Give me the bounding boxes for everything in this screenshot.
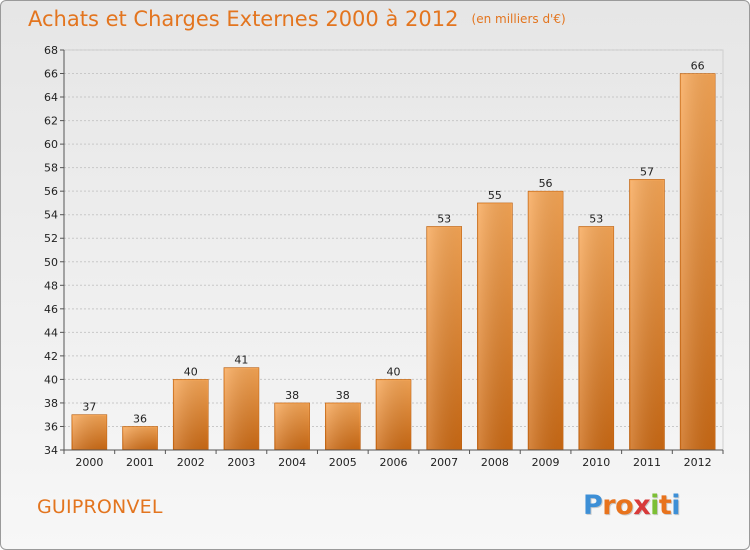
- y-tick-label: 36: [44, 420, 58, 433]
- data-label: 66: [691, 60, 705, 73]
- data-label: 40: [387, 365, 401, 378]
- y-tick-label: 40: [44, 373, 58, 386]
- x-tick-label: 2009: [532, 456, 560, 469]
- y-axis: 34 36 38 40 42 44 46 48 50 52 54 56 58 60 62 64 66 68: [44, 44, 65, 457]
- data-label: 40: [184, 365, 198, 378]
- logo-letter: o: [615, 490, 634, 521]
- y-tick-label: 62: [44, 115, 58, 128]
- bar-2000: 37: [71, 401, 108, 451]
- bar-sheen: [377, 380, 410, 449]
- bar-2005: 38: [325, 389, 361, 451]
- bar-sheen: [529, 192, 563, 450]
- bar-2008: 55: [477, 189, 513, 451]
- bar-sheen: [72, 415, 106, 449]
- bar-2003: 41: [223, 354, 260, 451]
- x-axis: 2000 2001 2002 2003 2004 2005 2006 2007 2008 2009…: [63, 449, 724, 469]
- bar-2001: 36: [122, 412, 158, 451]
- chart-title-text: Achats et Charges Externes 2000 à 2012: [28, 7, 459, 31]
- data-label: 41: [234, 354, 248, 367]
- y-tick-label: 46: [44, 303, 58, 316]
- data-label: 37: [82, 401, 96, 414]
- bar-sheen: [478, 203, 512, 449]
- bars: 37 36 40 41 38 38 40 53 55 56 53 57 66: [71, 60, 716, 451]
- x-tick-label: 2007: [430, 456, 458, 469]
- bar-2004: 38: [274, 389, 310, 451]
- y-tick-label: 48: [44, 279, 58, 292]
- x-tick-label: 2006: [380, 456, 408, 469]
- y-tick-label: 68: [44, 44, 58, 57]
- x-tick-label: 2012: [684, 456, 712, 469]
- bar-sheen: [427, 227, 461, 449]
- x-tick-label: 2000: [75, 456, 103, 469]
- y-tick-label: 44: [44, 326, 58, 339]
- data-label: 38: [285, 389, 299, 402]
- logo-letter: P: [583, 490, 603, 521]
- bar-2012: 66: [679, 60, 716, 451]
- x-tick-label: 2004: [278, 456, 306, 469]
- bar-2006: 40: [375, 365, 412, 451]
- x-tick-label: 2001: [126, 456, 154, 469]
- y-tick-label: 50: [44, 256, 58, 269]
- data-label: 56: [539, 177, 553, 190]
- data-label: 57: [640, 165, 654, 178]
- bar-2007: 53: [426, 212, 462, 451]
- y-tick-label: 34: [44, 444, 58, 457]
- logo-letter: r: [602, 490, 616, 521]
- y-tick-label: 52: [44, 232, 58, 245]
- chart-title: Achats et Charges Externes 2000 à 2012 (…: [28, 7, 566, 31]
- logo-letter: x: [633, 490, 651, 521]
- x-tick-label: 2003: [227, 456, 255, 469]
- bar-sheen: [275, 403, 309, 449]
- y-tick-label: 56: [44, 185, 58, 198]
- data-label: 38: [336, 389, 350, 402]
- logo-letter: i: [650, 490, 659, 521]
- bar-sheen: [123, 427, 157, 449]
- bar-sheen: [174, 380, 208, 449]
- y-tick-label: 42: [44, 350, 58, 363]
- y-tick-label: 64: [44, 91, 58, 104]
- bar-sheen: [630, 180, 664, 450]
- commune-name: GUIPRONVEL: [37, 496, 163, 518]
- y-tick-label: 66: [44, 68, 58, 81]
- x-tick-label: 2011: [633, 456, 661, 469]
- x-tick-label: 2008: [481, 456, 509, 469]
- y-tick-label: 60: [44, 138, 58, 151]
- proxiti-logo: Proxiti: [583, 490, 681, 521]
- bar-2011: 57: [629, 165, 665, 451]
- bar-sheen: [326, 403, 360, 449]
- bar-2010: 53: [578, 212, 615, 451]
- bar-sheen: [579, 227, 613, 449]
- x-tick-label: 2010: [582, 456, 610, 469]
- bar-2002: 40: [172, 365, 209, 451]
- y-tick-label: 54: [44, 209, 58, 222]
- y-tick-label: 58: [44, 162, 58, 175]
- bar-sheen: [224, 368, 258, 449]
- x-tick-label: 2005: [329, 456, 357, 469]
- data-label: 53: [589, 212, 603, 225]
- y-tick-label: 38: [44, 397, 58, 410]
- chart-subtitle: (en milliers d'€): [471, 12, 566, 26]
- logo-letter: i: [671, 490, 681, 521]
- x-tick-label: 2002: [177, 456, 205, 469]
- data-label: 53: [437, 212, 451, 225]
- logo-letter: t: [658, 490, 672, 521]
- data-label: 55: [488, 189, 502, 202]
- data-label: 36: [133, 412, 147, 425]
- bar-sheen: [681, 74, 715, 449]
- bar-2009: 56: [527, 177, 564, 451]
